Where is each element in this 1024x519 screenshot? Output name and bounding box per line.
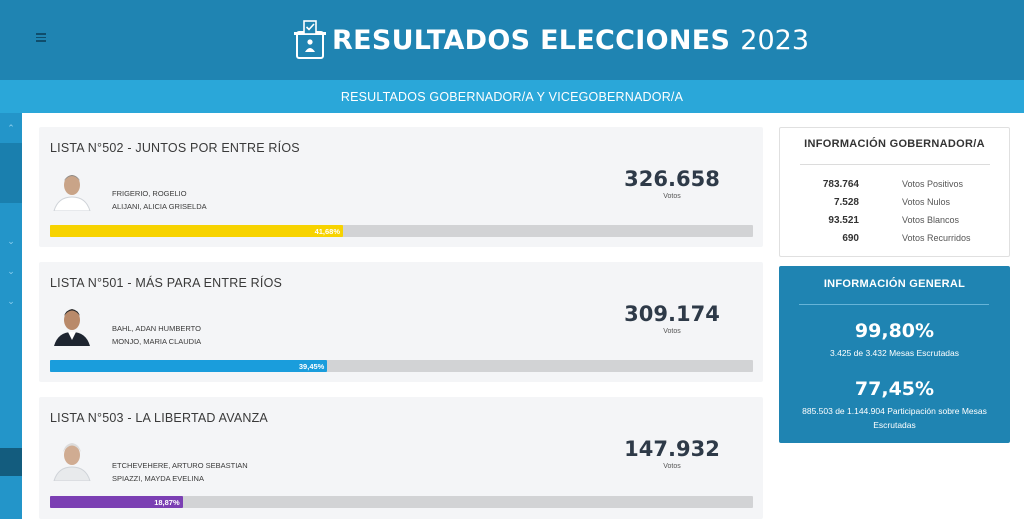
mesas-percent: 99,80%: [854, 320, 935, 342]
votes-count: 147.932: [624, 437, 720, 461]
divider: [800, 164, 990, 165]
participation-percent: 77,45%: [854, 378, 935, 400]
app-year: 2023: [740, 24, 809, 56]
candidate-vice: ALIJANI, ALICIA GRISELDA: [112, 202, 207, 211]
chevron-down-icon[interactable]: ⌄: [7, 295, 15, 306]
votes-label: Votos: [663, 463, 681, 470]
list-title: LISTA N°501 - MÁS PARA ENTRE RÍOS: [50, 276, 283, 290]
list-title: LISTA N°503 - LA LIBERTAD AVANZA: [50, 411, 268, 425]
candidate-governor: BAHL, ADAN HUMBERTO: [112, 324, 201, 333]
list-card: LISTA N°503 - LA LIBERTAD AVANZA ETCHEVE…: [39, 397, 763, 519]
candidate-vice: SPIAZZI, MAYDA EVELINA: [112, 474, 204, 483]
candidate-photo: [50, 167, 94, 211]
progress-percent: 18,87%: [154, 497, 180, 507]
section-bar: RESULTADOS GOBERNADOR/A Y VICEGOBERNADOR…: [0, 80, 1024, 113]
app-title: RESULTADOS ELECCIONES: [332, 24, 731, 56]
list-card: LISTA N°501 - MÁS PARA ENTRE RÍOS BAHL, …: [39, 262, 763, 382]
ballot-box-icon: [294, 20, 326, 59]
mesas-text: 3.425 de 3.432 Mesas Escrutadas: [830, 348, 959, 358]
stat-row: 93.521 Votos Blancos: [780, 215, 1009, 229]
progress-track: 39,45%: [50, 360, 753, 372]
progress-fill: 39,45%: [50, 360, 328, 372]
participation-text: 885.503 de 1.144.904 Participación sobre…: [802, 406, 987, 430]
panel-title: INFORMACIÓN GOBERNADOR/A: [804, 138, 985, 150]
chevron-down-icon[interactable]: ⌄: [7, 265, 15, 276]
list-card: LISTA N°502 - JUNTOS POR ENTRE RÍOS FRIG…: [39, 127, 763, 247]
progress-percent: 41,68%: [314, 226, 340, 236]
votes-label: Votos: [663, 328, 681, 335]
stat-row: 783.764 Votos Positivos: [780, 179, 1009, 193]
hamburger-icon[interactable]: [36, 33, 46, 43]
list-title: LISTA N°502 - JUNTOS POR ENTRE RÍOS: [50, 141, 300, 155]
chevron-up-icon[interactable]: ⌃: [7, 122, 15, 133]
stat-label: Votos Positivos: [902, 179, 964, 189]
votes-count: 309.174: [624, 302, 720, 326]
candidate-names: ETCHEVEHERE, ARTURO SEBASTIAN SPIAZZI, M…: [112, 459, 248, 485]
brand: RESULTADOS ELECCIONES 2023: [294, 18, 809, 62]
info-general-panel: INFORMACIÓN GENERAL 99,80% 3.425 de 3.43…: [779, 266, 1010, 443]
progress-fill: 18,87%: [50, 496, 183, 508]
votes-count: 326.658: [624, 167, 720, 191]
stat-value: 690: [842, 233, 859, 244]
candidate-vice: MONJO, MARIA CLAUDIA: [112, 337, 202, 346]
sidebar-item[interactable]: [0, 143, 22, 173]
stat-value: 7.528: [833, 197, 859, 208]
stat-label: Votos Nulos: [902, 197, 951, 207]
panel-title: INFORMACIÓN GENERAL: [823, 278, 966, 290]
section-title[interactable]: RESULTADOS GOBERNADOR/A Y VICEGOBERNADOR…: [340, 89, 684, 104]
divider: [799, 304, 989, 305]
top-header: RESULTADOS ELECCIONES 2023: [0, 0, 1024, 80]
candidate-governor: ETCHEVEHERE, ARTURO SEBASTIAN: [112, 461, 248, 470]
votes-label: Votos: [663, 193, 681, 200]
candidate-photo: [50, 302, 94, 346]
stat-value: 783.764: [822, 179, 859, 190]
left-sidebar: ⌃ ⌄ ⌄ ⌄: [0, 113, 22, 519]
progress-track: 41,68%: [50, 225, 753, 237]
stat-value: 93.521: [828, 215, 859, 226]
chevron-down-icon[interactable]: ⌄: [7, 235, 15, 246]
candidate-names: FRIGERIO, ROGELIO ALIJANI, ALICIA GRISEL…: [112, 187, 207, 213]
progress-track: 18,87%: [50, 496, 753, 508]
sidebar-item[interactable]: [0, 173, 22, 203]
sidebar-item-active[interactable]: [0, 448, 22, 476]
candidate-photo: [50, 437, 94, 481]
stat-row: 7.528 Votos Nulos: [780, 197, 1009, 211]
stat-label: Votos Recurridos: [902, 233, 971, 243]
stat-label: Votos Blancos: [902, 215, 960, 225]
candidate-names: BAHL, ADAN HUMBERTO MONJO, MARIA CLAUDIA: [112, 322, 201, 348]
stat-row: 690 Votos Recurridos: [780, 233, 1009, 247]
progress-percent: 39,45%: [298, 361, 325, 371]
progress-fill: 41,68%: [50, 225, 343, 237]
candidate-governor: FRIGERIO, ROGELIO: [112, 189, 187, 198]
info-governor-panel: INFORMACIÓN GOBERNADOR/A 783.764 Votos P…: [779, 127, 1010, 257]
